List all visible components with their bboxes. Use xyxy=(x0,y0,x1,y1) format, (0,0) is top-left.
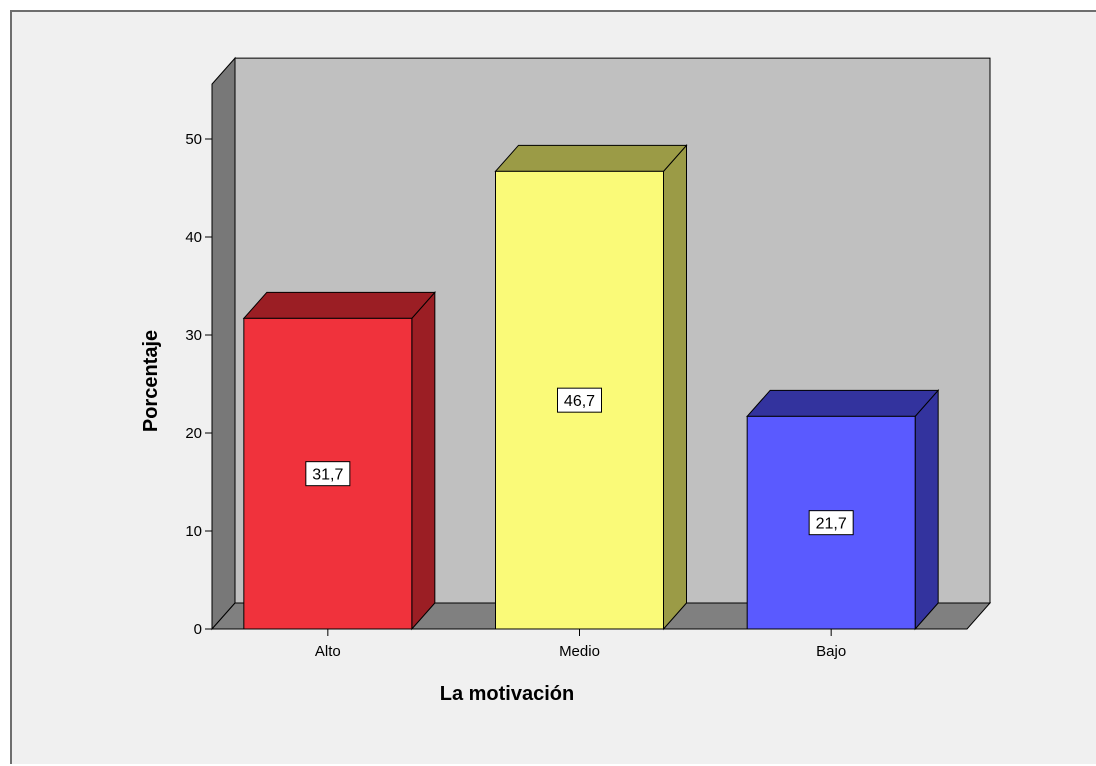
bar-side xyxy=(411,291,436,631)
bar-chart: 0 10 20 30 40 50 31,7 46,7 21,7 Alto Medio Bajo L… xyxy=(140,56,992,705)
bar-side xyxy=(663,144,687,631)
y-tick-label: 20 xyxy=(185,425,202,442)
y-tick-label: 30 xyxy=(185,327,202,344)
y-axis: 0 10 20 30 40 50 xyxy=(185,84,213,638)
x-tick-label: Bajo xyxy=(816,643,846,660)
value-label-box xyxy=(808,510,854,536)
x-axis: Alto Medio Bajo xyxy=(212,628,967,660)
bar-alto: 31,7 xyxy=(242,291,436,631)
side-wall xyxy=(211,56,236,631)
value-label: 31,7 xyxy=(312,467,343,484)
bar-top xyxy=(746,389,940,417)
x-tick-label: Medio xyxy=(559,643,600,660)
y-tick-label: 0 xyxy=(194,621,202,638)
value-label-box xyxy=(557,387,602,413)
x-axis-title: La motivación xyxy=(440,683,574,705)
value-label: 21,7 xyxy=(816,516,847,533)
value-label-box xyxy=(305,461,351,487)
bars: 31,7 46,7 21,7 xyxy=(242,144,940,631)
chart-frame: 0 10 20 30 40 50 31,7 46,7 21,7 Alto Medio Bajo L… xyxy=(10,10,1096,764)
value-label: 46,7 xyxy=(564,393,595,410)
x-tick-label: Alto xyxy=(315,643,341,660)
bar-top xyxy=(494,144,688,172)
bar-side xyxy=(914,389,939,631)
bar-medio: 46,7 xyxy=(494,144,688,631)
y-tick-label: 40 xyxy=(185,229,202,246)
y-tick-label: 10 xyxy=(185,523,202,540)
y-tick-label: 50 xyxy=(185,131,202,148)
y-axis-title: Porcentaje xyxy=(140,330,162,432)
bar-bajo: 21,7 xyxy=(746,389,940,631)
bar-top xyxy=(242,291,436,319)
